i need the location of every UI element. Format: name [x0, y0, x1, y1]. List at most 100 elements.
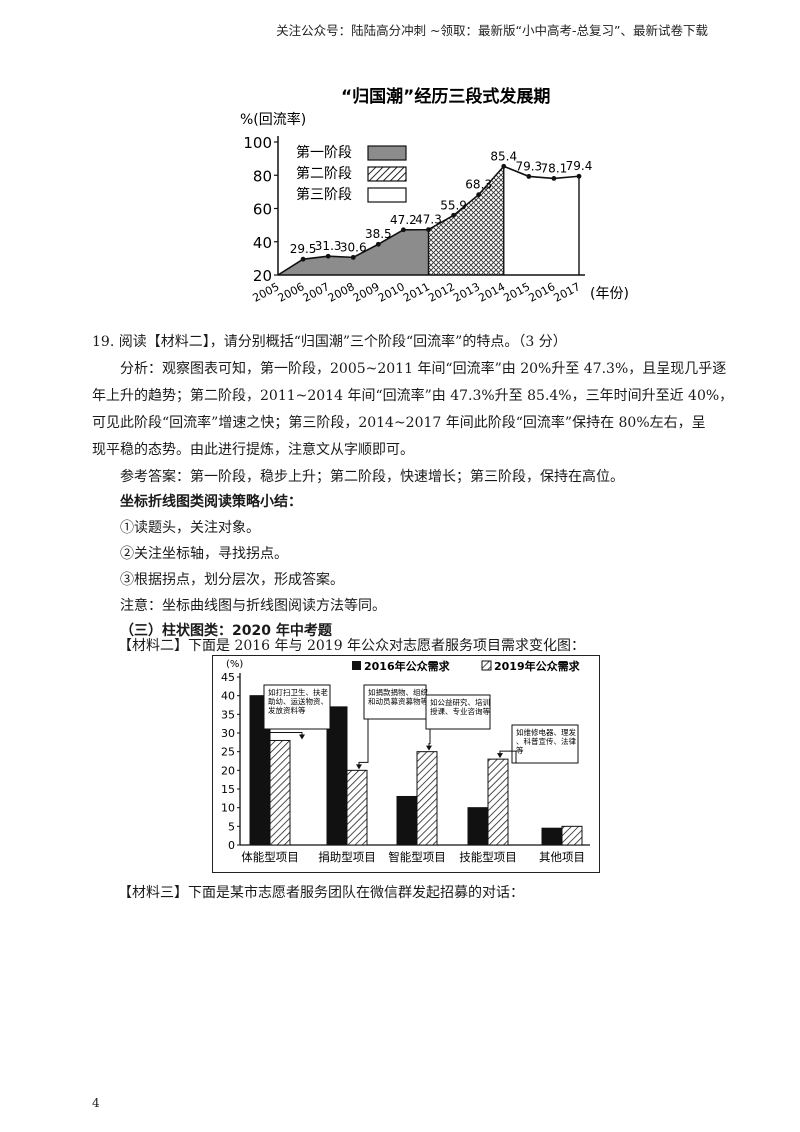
annotation-text: 如打扫卫生、扶老 [268, 687, 328, 697]
volunteer-demand-chart: (%) 0 5 10 15 20 25 30 35 40 45 体能型项目 捐助型项目 智能型项目 技能型… [212, 655, 600, 873]
analysis-line-1: 分析：观察图表可知，第一阶段，2005~2011 年间“回流率”由 20%升至 … [120, 361, 727, 377]
data-point [350, 254, 356, 260]
annotation-box [511, 724, 579, 764]
strategy-step-2: ②关注坐标轴，寻找拐点。 [120, 546, 288, 562]
data-label: 78.1 [541, 161, 568, 175]
annotation-text: 助幼、运送物资、 [268, 696, 328, 706]
data-point [451, 212, 456, 218]
annotation-box [425, 694, 491, 730]
y-tick-label: 80 [253, 167, 272, 185]
data-point [576, 173, 582, 179]
material-2-intro: 【材料二】下面是 2016 年与 2019 年公众对志愿者服务项目需求变化图： [118, 638, 586, 654]
stage-area-1 [278, 229, 429, 275]
category-label: 捐助型项目 [318, 850, 376, 864]
legend-label: 第二阶段 [296, 165, 352, 182]
legend-swatch-2019 [481, 660, 492, 671]
volunteer-demand-chart-svg: (%) 0 5 10 15 20 25 30 35 40 45 体能型项目 捐助型项目 智能型项目 技能型… [221, 659, 590, 864]
annotation-arrowhead [356, 764, 362, 770]
stage-area-3 [503, 166, 579, 275]
y-tick-label: 25 [221, 746, 235, 759]
y-tick-label: 15 [221, 783, 235, 796]
annotation-arrow [267, 729, 303, 739]
y-tick-label: 20 [253, 267, 272, 285]
question-19: 19. 阅读【材料二】，请分别概括“归国潮”三个阶段“回流率”的特点。（3 分） [92, 334, 567, 350]
data-point [325, 253, 331, 259]
y-tick-label: 45 [221, 671, 235, 684]
legend-swatch [367, 187, 407, 203]
y-tick-label: 5 [228, 820, 235, 833]
legend-label-2019: 2019年公众需求 [494, 659, 581, 673]
annotation-text: 如公益研究、培训 [430, 697, 490, 707]
data-point [375, 241, 381, 247]
data-point [501, 163, 507, 169]
strategy-step-1: ①读题头，关注对象。 [120, 520, 260, 536]
bar-2016 [396, 795, 418, 846]
legend-label: 第三阶段 [296, 186, 352, 203]
legend-swatch-2016 [352, 661, 361, 670]
data-point [551, 176, 557, 181]
section-3-heading: （三）柱状图类：2020 年中考题 [120, 623, 332, 639]
legend-label: 第一阶段 [296, 144, 352, 161]
category-label: 其他项目 [539, 850, 585, 864]
data-point [476, 192, 482, 198]
y-tick-label: 100 [243, 134, 272, 152]
y-tick-label: 35 [221, 708, 235, 721]
analysis-line-2: 年上升的趋势；第二阶段，2011~2014 年间“回流率”由 47.3%升至 8… [92, 388, 734, 404]
data-label: 31.3 [315, 239, 342, 253]
data-label: 47.2 [390, 213, 417, 227]
annotation-arrowhead [299, 734, 305, 740]
y-tick-label: 40 [253, 234, 272, 252]
annotation-box [263, 684, 331, 730]
page-header: 关注公众号：陆陆高分冲刺 ~领取：最新版“小中高考-总复习”、最新试卷下载 [276, 23, 708, 38]
category-label: 体能型项目 [241, 850, 299, 864]
annotation-text: 发放资料等 [268, 705, 306, 715]
return-rate-chart-svg: “归国潮”经历三段式发展期 %(回流率) (年份) 29.531.330.638… [240, 86, 629, 305]
bar-2019 [487, 758, 509, 846]
y-tick-label: 20 [221, 764, 235, 777]
x-tick-label: 2017 [552, 280, 583, 305]
chart1-ylabel: %(回流率) [240, 111, 306, 128]
data-point [401, 227, 406, 233]
data-label: 47.3 [415, 213, 442, 227]
annotation-arrow [358, 719, 369, 769]
annotation-arrowhead [497, 753, 503, 759]
annotation-text: 等 [516, 745, 524, 755]
analysis-line-4: 现平稳的态势。由此进行提炼，注意文从字顺即可。 [92, 442, 414, 458]
y-tick-label: 30 [221, 727, 235, 740]
chart2-ylabel: (%) [226, 659, 243, 670]
bar-2016 [467, 807, 489, 846]
data-label: 55.9 [440, 198, 467, 212]
reference-answer: 参考答案：第一阶段，稳步上升；第二阶段，快速增长；第三阶段，保持在高位。 [120, 469, 624, 485]
chart2-frame [212, 655, 600, 873]
data-label: 79.4 [566, 159, 593, 173]
y-tick-label: 40 [221, 690, 235, 703]
annotation-text: 和动员募资募物等 [368, 696, 428, 706]
page-number: 4 [92, 1096, 100, 1110]
bar-2019 [561, 825, 583, 846]
legend-swatch [367, 145, 407, 161]
material-3-intro: 【材料三】下面是某市志愿者服务团队在微信群发起招募的对话： [118, 885, 524, 901]
data-label: 30.6 [340, 240, 367, 254]
data-point [526, 174, 532, 179]
annotation-box [363, 684, 427, 720]
y-tick-label: 0 [228, 839, 235, 852]
y-tick-label: 10 [221, 802, 235, 815]
bar-2019 [269, 739, 291, 846]
bar-2016 [541, 827, 563, 846]
return-rate-chart: “归国潮”经历三段式发展期 %(回流率) (年份) 29.5 31.3 30.6 38… [236, 80, 676, 314]
stage-area-2 [428, 166, 504, 275]
y-tick-label: 60 [253, 201, 272, 219]
strategy-step-3: ③根据拐点，划分层次，形成答案。 [120, 572, 344, 588]
annotation-text: 如捐款捐物、组织 [368, 687, 428, 697]
annotation-text: 如维修电器、理发 [516, 727, 576, 737]
annotation-arrowhead [426, 745, 432, 751]
data-label: 68.3 [465, 178, 492, 192]
category-label: 技能型项目 [459, 850, 517, 864]
category-label: 智能型项目 [388, 850, 446, 864]
annotation-text: 、科普宣传、法律 [516, 736, 576, 746]
data-point [426, 227, 431, 233]
data-point [300, 256, 306, 262]
data-label: 79.3 [515, 159, 542, 173]
bar-2019 [346, 769, 368, 846]
legend-swatch [367, 166, 407, 182]
